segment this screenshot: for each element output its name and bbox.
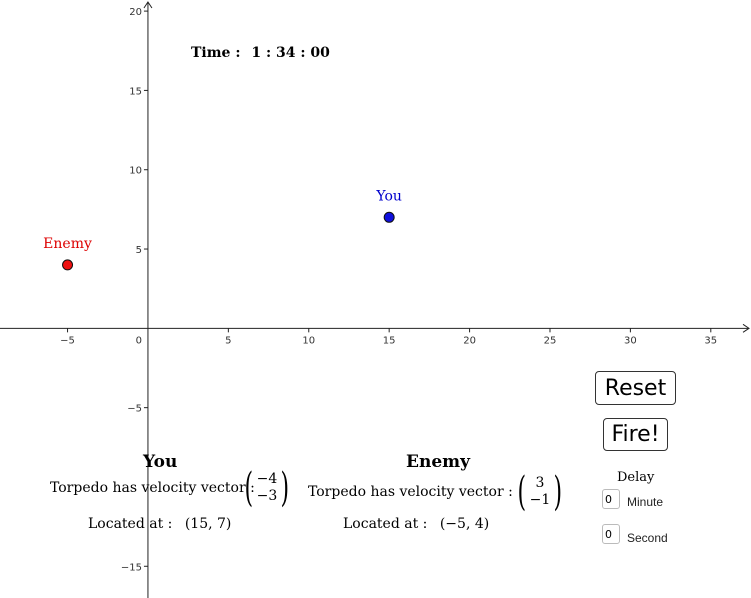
you-velocity-y: −3	[256, 488, 278, 504]
y-tick-label: 5	[136, 245, 142, 256]
enemy-velocity-label: Torpedo has velocity vector :	[308, 484, 513, 500]
right-paren: )	[553, 469, 563, 515]
delay-label: Delay	[617, 470, 655, 485]
y-tick-label: −5	[127, 404, 142, 415]
y-axis-arrow-icon	[143, 1, 153, 9]
x-tick-label: 20	[463, 335, 476, 346]
x-tick-label: 30	[624, 335, 637, 346]
you-velocity-x: −4	[256, 471, 278, 487]
point-label-enemy: Enemy	[43, 236, 92, 252]
enemy-velocity-x: 3	[535, 475, 545, 491]
y-tick-label: 20	[129, 7, 142, 18]
you-panel-title: You	[143, 452, 178, 472]
you-velocity-vector: ( −4 −3 )	[241, 468, 293, 508]
left-paren: (	[244, 465, 254, 511]
enemy-velocity-vector: ( 3 −1 )	[514, 472, 566, 512]
delay-second-input[interactable]	[602, 524, 620, 544]
you-location-label: Located at :	[88, 516, 173, 532]
delay-second-label: Second	[627, 531, 668, 545]
x-tick-label: 25	[544, 335, 557, 346]
enemy-location: Located at : (−5, 4)	[343, 516, 489, 532]
you-velocity-label: Torpedo has velocity vector :	[50, 480, 255, 496]
y-tick-label: 15	[129, 86, 142, 97]
time-label: Time :	[191, 45, 241, 61]
time-readout: Time : 1 : 34 : 00	[191, 45, 330, 61]
enemy-panel-title: Enemy	[406, 452, 470, 472]
time-value: 1 : 34 : 00	[251, 45, 330, 61]
x-tick-label: 15	[383, 335, 396, 346]
enemy-location-label: Located at :	[343, 516, 428, 532]
point-enemy[interactable]	[62, 259, 74, 271]
y-tick-label: 10	[129, 166, 142, 177]
x-tick-label: 10	[302, 335, 315, 346]
point-you[interactable]	[383, 211, 395, 223]
x-tick-label: −5	[60, 335, 75, 346]
fire-button[interactable]: Fire!	[603, 418, 668, 451]
x-tick-label: 35	[704, 335, 717, 346]
y-tick-label: −15	[121, 562, 142, 573]
reset-button[interactable]: Reset	[595, 371, 676, 405]
enemy-velocity-y: −1	[529, 492, 551, 508]
enemy-location-value: (−5, 4)	[439, 516, 490, 532]
you-location: Located at : (15, 7)	[88, 516, 231, 532]
origin-label: 0	[136, 335, 142, 346]
left-paren: (	[517, 469, 527, 515]
delay-minute-input[interactable]	[602, 489, 620, 509]
x-tick-label: 5	[225, 335, 231, 346]
you-location-value: (15, 7)	[184, 516, 232, 532]
right-paren: )	[280, 465, 290, 511]
x-axis-arrow-icon	[742, 323, 750, 333]
delay-minute-label: Minute	[627, 495, 664, 509]
point-label-you: You	[375, 188, 401, 204]
